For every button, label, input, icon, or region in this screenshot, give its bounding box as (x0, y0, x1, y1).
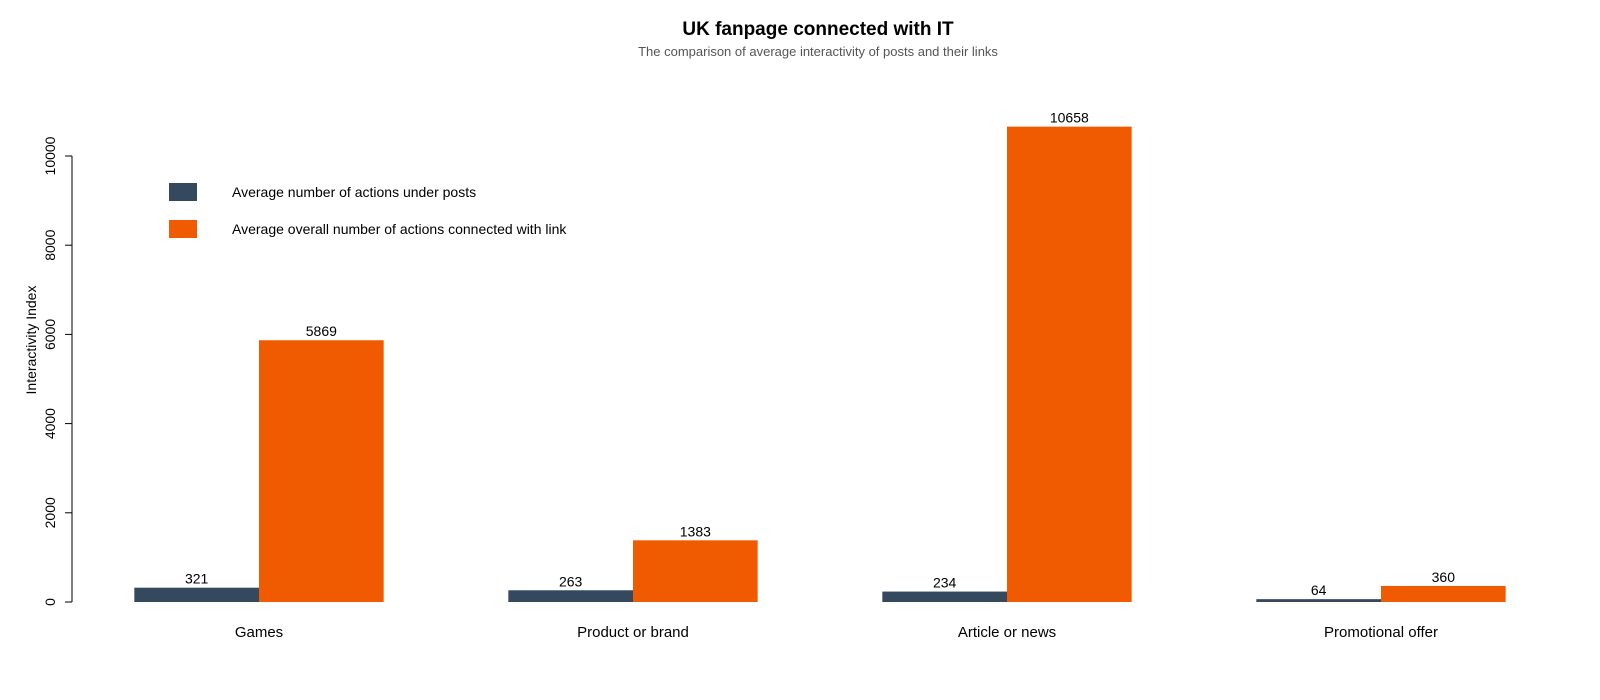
y-tick-label: 10000 (42, 136, 58, 175)
y-tick-label: 6000 (42, 319, 58, 350)
x-tick-label: Product or brand (577, 624, 689, 641)
y-tick-label: 0 (42, 598, 58, 606)
data-label: 263 (559, 573, 583, 589)
chart-title: UK fanpage connected with IT (682, 19, 954, 40)
legend-swatch (169, 220, 197, 238)
y-tick-label: 4000 (42, 408, 58, 439)
bar (633, 540, 758, 602)
x-tick-label: Article or news (958, 624, 1056, 641)
bar (134, 587, 259, 602)
chart-subtitle: The comparison of average interactivity … (638, 44, 998, 59)
bar (508, 590, 633, 602)
bar (882, 591, 1007, 602)
bar (1007, 126, 1132, 602)
data-label: 1383 (680, 523, 711, 539)
legend-swatch (169, 183, 197, 201)
data-label: 360 (1432, 569, 1456, 585)
data-label: 234 (933, 575, 957, 591)
data-label: 321 (185, 571, 209, 587)
legend-label: Average overall number of actions connec… (232, 221, 567, 237)
bar (1256, 599, 1381, 602)
bar (259, 340, 384, 602)
bar (1381, 585, 1506, 602)
data-label: 5869 (306, 323, 337, 339)
y-tick-label: 8000 (42, 229, 58, 260)
legend-label: Average number of actions under posts (232, 184, 476, 200)
data-label: 10658 (1050, 110, 1089, 126)
x-tick-label: Promotional offer (1324, 624, 1438, 641)
data-label: 64 (1311, 582, 1327, 598)
x-tick-label: Games (235, 624, 283, 641)
y-tick-label: 2000 (42, 497, 58, 528)
y-axis-label: Interactivity Index (23, 286, 39, 395)
